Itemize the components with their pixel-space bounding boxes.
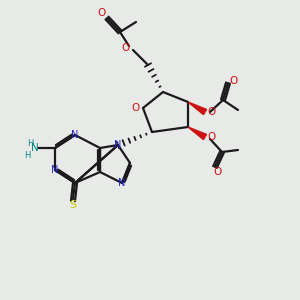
Text: N: N [118,178,126,188]
Text: O: O [122,43,130,53]
Text: O: O [208,107,216,117]
Text: N: N [71,130,79,140]
Text: O: O [214,167,222,177]
Text: H: H [27,139,33,148]
Text: N: N [51,165,59,175]
Text: O: O [208,132,216,142]
Polygon shape [188,102,206,115]
Text: O: O [229,76,237,86]
Text: N: N [31,143,39,153]
Text: O: O [98,8,106,18]
Text: N: N [114,140,122,150]
Text: S: S [69,200,76,210]
Text: H: H [24,151,30,160]
Polygon shape [188,127,206,140]
Text: O: O [131,103,139,113]
